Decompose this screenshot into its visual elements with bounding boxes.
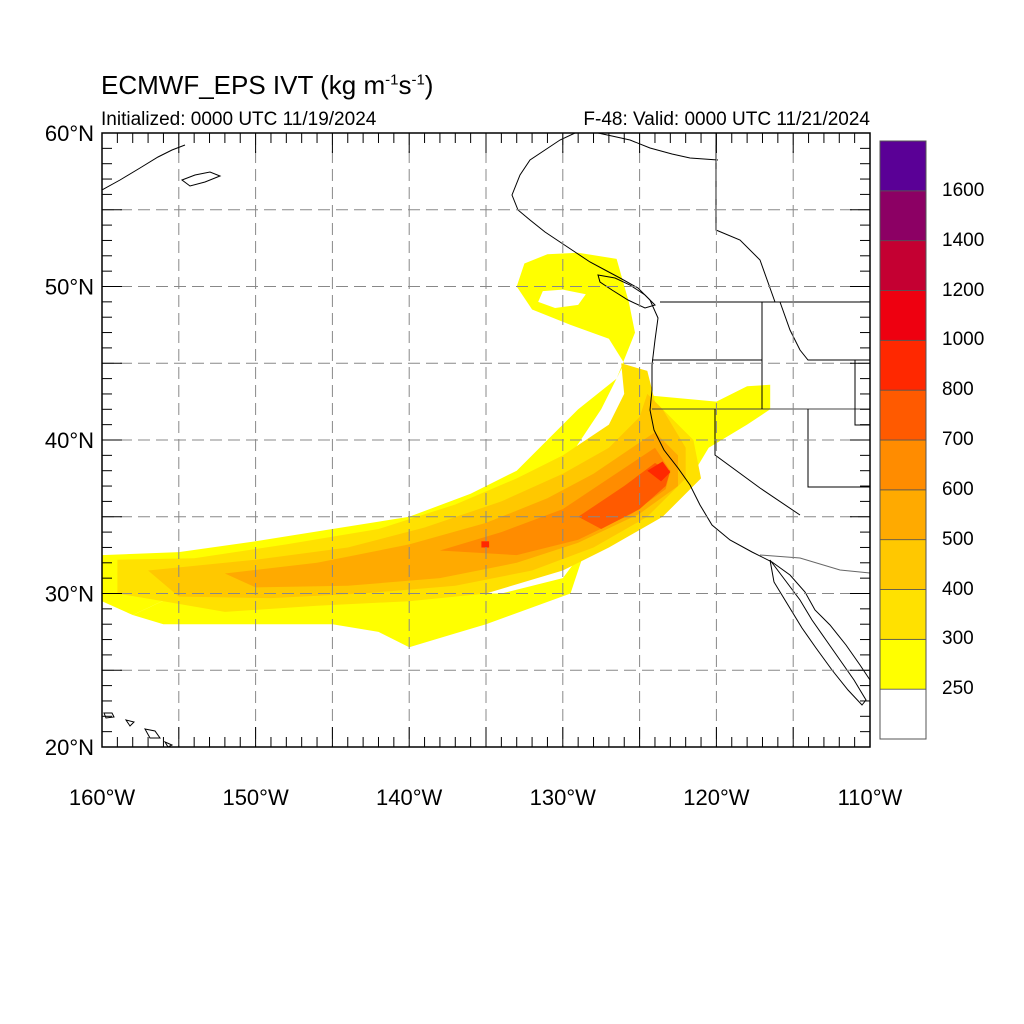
colorbar-label: 1000 [942,329,985,351]
colorbar-swatch [879,290,927,341]
lat-label: 20°N [45,735,94,760]
colorbar-label: 250 [942,678,974,700]
aleutian-coast [102,144,186,191]
colorbar-swatch [879,240,927,291]
north-america-coast [597,133,719,161]
colorbar [879,140,927,740]
colorbar-label: 800 [942,379,974,401]
colorbar-swatch [879,688,927,740]
colorbar-label: 300 [942,628,974,650]
colorbar-swatch [879,140,927,192]
us-mexico-border [759,554,870,574]
colorbar-swatch [879,389,927,441]
colorbar-swatch [879,539,927,590]
lat-label: 60°N [45,121,94,146]
ivt-band-700 [578,463,671,529]
chart-title: ECMWF_EPS IVT (kg m-1s-1) [101,70,434,100]
ivt-band-800b [481,541,490,548]
lat-label: 50°N [45,275,94,300]
ivt-field [102,252,771,648]
lon-label: 160°W [69,785,136,810]
lon-label: 150°W [222,785,289,810]
colorbar-label: 700 [942,429,974,450]
colorbar-swatch [879,589,927,640]
lon-label: 130°W [530,785,597,810]
colorbar-frame [879,140,927,740]
colorbar-label: 1400 [942,229,985,251]
alaska-islands [180,171,222,187]
lat-label: 30°N [45,582,94,607]
ivt-band-800 [647,461,671,482]
init-time-label: Initialized: 0000 UTC 11/19/2024 [101,109,377,130]
hawaii-islands [103,712,174,747]
lon-label: 110°W [838,785,903,810]
colorbar-swatch [879,190,927,242]
colorbar-swatch [879,489,927,541]
axis-ticks [101,132,871,748]
colorbar-swatch [879,638,927,690]
valid-time-label: F-48: Valid: 0000 UTC 11/21/2024 [583,109,870,130]
lon-label: 120°W [683,785,750,810]
colorbar-label: 1200 [942,279,985,301]
california-nevada-border [714,409,801,516]
colorbar-label: 400 [942,578,974,600]
colorbar-label: 600 [942,478,974,500]
lat-label: 40°N [45,428,94,453]
ivt-ring-hole [538,289,586,308]
lat-lon-grid [102,133,870,747]
colorbar-swatch [879,339,927,391]
colorbar-label: 500 [942,528,974,550]
colorbar-label: 1600 [942,179,985,201]
state-boundaries [652,133,870,488]
colorbar-swatch [879,439,927,491]
baja-peninsula [769,559,867,706]
lon-label: 140°W [376,785,443,810]
axis-labels: 60°N 50°N 40°N 30°N 20°N 160°W 150°W 140°W 130°W… [45,121,903,810]
